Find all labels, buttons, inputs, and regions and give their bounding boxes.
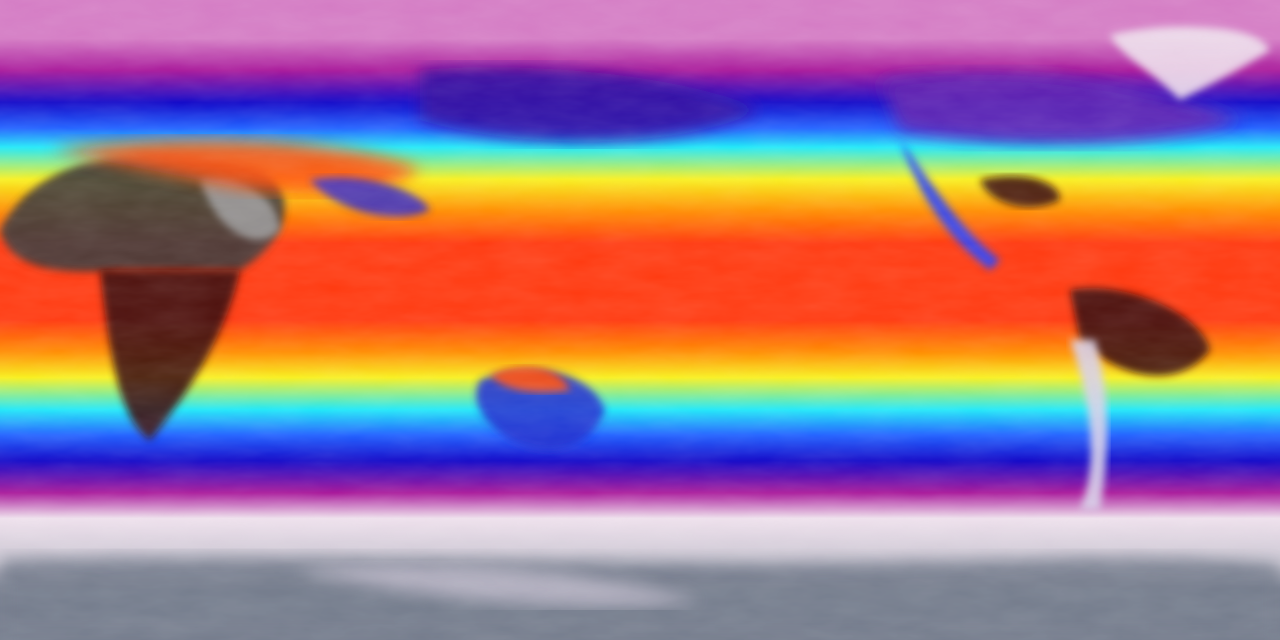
temperature-map (0, 0, 1280, 640)
texture-overlay (0, 0, 1280, 640)
